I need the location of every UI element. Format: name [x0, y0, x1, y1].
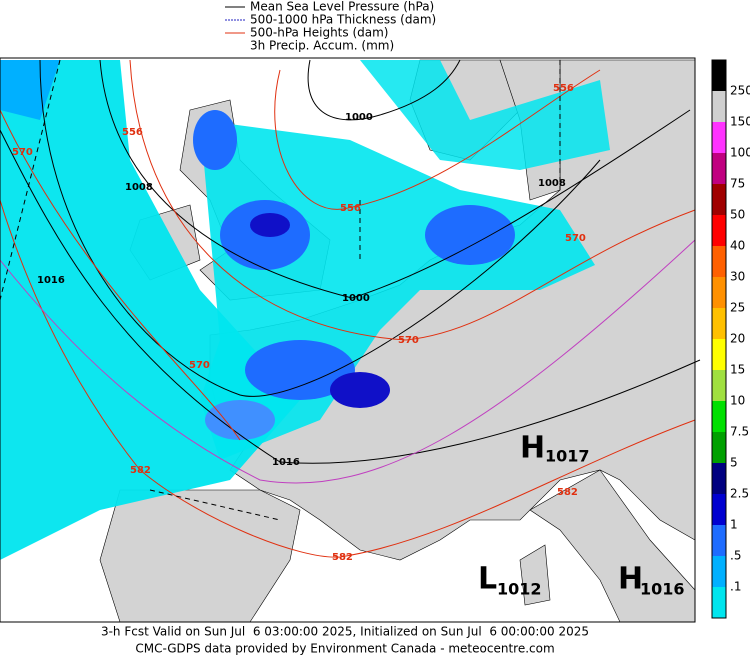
colorbar-label: 100 — [730, 146, 750, 160]
colorbar-swatch — [712, 432, 726, 463]
contour-label: 582 — [130, 465, 151, 476]
colorbar-swatch — [712, 339, 726, 370]
colorbar-label: 5 — [730, 456, 738, 470]
precip-area — [245, 340, 355, 400]
contour-label: 1008 — [538, 178, 566, 189]
colorbar-label: 7.5 — [730, 425, 749, 439]
pressure-center-letter: H — [618, 562, 643, 597]
colorbar-swatch — [712, 184, 726, 215]
colorbar-swatch — [712, 91, 726, 122]
isobar — [39, 59, 601, 397]
height-contour — [129, 59, 696, 341]
colorbar-swatch — [712, 246, 726, 277]
pressure-center-letter: H — [520, 431, 545, 466]
colorbar-swatch — [712, 494, 726, 525]
map-frame — [0, 57, 696, 623]
colorbar-swatch — [712, 277, 726, 308]
colorbar-label: .1 — [730, 580, 741, 594]
colorbar-swatch — [712, 370, 726, 401]
contour-label: 1000 — [345, 112, 373, 123]
precip-area — [0, 60, 60, 120]
isobar — [307, 59, 461, 121]
colorbar-label: 1 — [730, 518, 738, 532]
contour-label: 582 — [557, 487, 578, 498]
contour-label: 570 — [398, 335, 419, 346]
legend-label: 500-1000 hPa Thickness (dam) — [250, 13, 436, 27]
contour-label: 582 — [332, 552, 353, 563]
precip-area — [250, 213, 290, 237]
height-contour — [0, 109, 241, 441]
colorbar-swatch — [712, 463, 726, 494]
colorbar-swatch — [712, 308, 726, 339]
precip-area — [193, 110, 237, 170]
colorbar-swatch — [712, 556, 726, 587]
height-contour — [0, 199, 696, 558]
legend-label: 3h Precip. Accum. (mm) — [250, 39, 394, 53]
contours — [0, 59, 701, 558]
height-contour — [274, 69, 601, 210]
colorbar-label: 50 — [730, 208, 745, 222]
legend-label: Mean Sea Level Pressure (hPa) — [250, 0, 434, 14]
colorbar-swatch — [712, 587, 726, 618]
footer-line: CMC-GDPS data provided by Environment Ca… — [135, 642, 554, 656]
precip-area — [425, 205, 515, 265]
colorbar-label: .5 — [730, 549, 741, 563]
thickness-contour — [0, 239, 696, 484]
legend: Mean Sea Level Pressure (hPa) 500-1000 h… — [225, 0, 436, 53]
colorbar-label: 30 — [730, 270, 745, 284]
colorbar-label: 150 — [730, 115, 750, 129]
contour-label: 556 — [553, 83, 574, 94]
contour-label: 1016 — [37, 275, 65, 286]
isobar — [0, 129, 701, 464]
pressure-center-value: 1017 — [545, 447, 590, 466]
colorbar-frame — [711, 59, 727, 619]
contour-label: 570 — [12, 147, 33, 158]
colorbar-label: 75 — [730, 177, 745, 191]
contour-label: 1000 — [342, 293, 370, 304]
colorbar-swatch — [712, 60, 726, 91]
trough-line — [0, 59, 561, 521]
pressure-center-value: 1012 — [497, 580, 542, 599]
contour-label: 1016 — [272, 457, 300, 468]
colorbar-label: 250 — [730, 84, 750, 98]
colorbar: 250 150 100 75 50 40 30 25 20 15 10 7.5 5 2.5 1 .5 .1 — [711, 59, 750, 619]
land — [519, 544, 551, 606]
colorbar-swatch — [712, 153, 726, 184]
legend-label: 500-hPa Heights (dam) — [250, 26, 388, 40]
colorbar-label: 10 — [730, 394, 745, 408]
contour-label: 556 — [340, 203, 361, 214]
isobar — [99, 59, 691, 299]
contour-label: 1008 — [125, 182, 153, 193]
contour-label: 556 — [122, 127, 143, 138]
colorbar-label: 25 — [730, 301, 745, 315]
pressure-center-letter: L — [478, 562, 497, 597]
contour-label: 570 — [189, 360, 210, 371]
colorbar-swatch — [712, 122, 726, 153]
map: 1000 1000 1008 1008 1016 1016 556 556 55… — [0, 57, 701, 623]
precip-area — [360, 60, 610, 170]
contour-label: 570 — [565, 233, 586, 244]
footer-line: 3-h Fcst Valid on Sun Jul 6 03:00:00 202… — [101, 625, 589, 639]
land — [99, 489, 301, 623]
precip-area — [330, 372, 390, 408]
colorbar-swatch — [712, 215, 726, 246]
precip-area — [205, 400, 275, 440]
pressure-center-value: 1016 — [640, 580, 685, 599]
colorbar-swatch — [712, 401, 726, 432]
colorbar-swatch — [712, 525, 726, 556]
colorbar-label: 2.5 — [730, 487, 749, 501]
colorbar-label: 40 — [730, 239, 745, 253]
colorbar-label: 20 — [730, 332, 745, 346]
colorbar-label: 15 — [730, 363, 745, 377]
